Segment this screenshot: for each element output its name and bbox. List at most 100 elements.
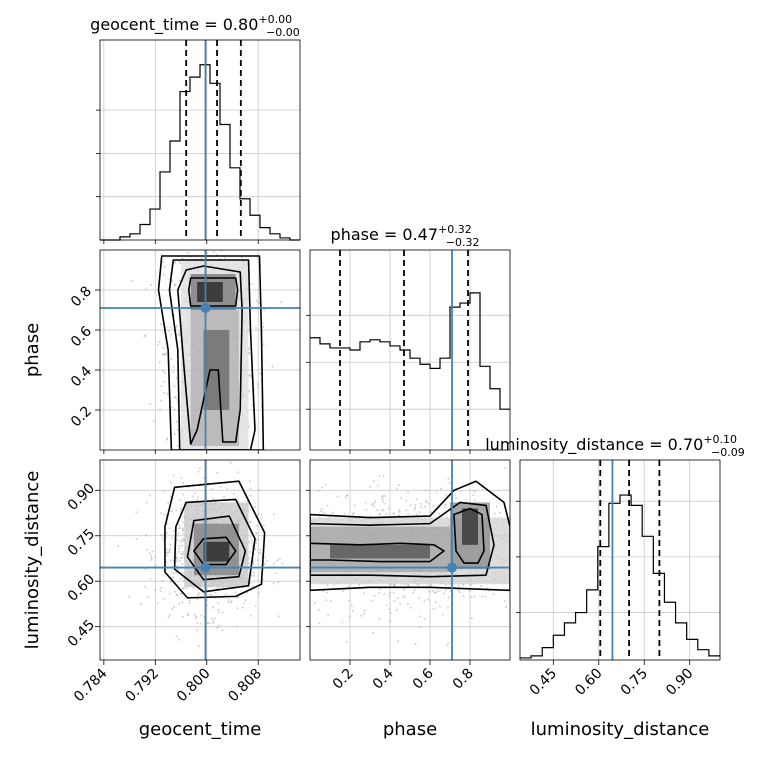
scatter-point bbox=[209, 593, 212, 596]
scatter-point bbox=[363, 609, 366, 612]
scatter-point bbox=[176, 324, 179, 327]
scatter-point bbox=[414, 503, 417, 506]
scatter-point bbox=[248, 541, 251, 544]
scatter-point bbox=[573, 575, 575, 577]
scatter-point bbox=[318, 622, 321, 625]
scatter-point bbox=[173, 385, 176, 388]
hist-title-luminosity_distance: luminosity_distance = 0.70+0.10 −0.09 bbox=[485, 433, 745, 459]
scatter-point bbox=[159, 533, 162, 536]
scatter-point bbox=[258, 551, 261, 554]
scatter-point bbox=[181, 527, 184, 530]
scatter-point bbox=[260, 405, 263, 408]
scatter-point bbox=[162, 380, 165, 383]
scatter-point bbox=[169, 559, 172, 562]
scatter-point bbox=[532, 569, 534, 571]
scatter-point bbox=[290, 442, 292, 444]
scatter-point bbox=[278, 615, 281, 618]
scatter-point bbox=[373, 500, 376, 503]
scatter-point bbox=[199, 246, 201, 248]
scatter-point bbox=[216, 471, 219, 474]
scatter-point bbox=[424, 505, 427, 508]
scatter-point bbox=[177, 532, 180, 535]
scatter-point bbox=[326, 504, 329, 507]
scatter-point bbox=[149, 403, 152, 406]
scatter-point bbox=[378, 513, 381, 516]
scatter-point bbox=[469, 583, 472, 586]
scatter-point bbox=[198, 236, 200, 238]
contour-line bbox=[157, 255, 265, 450]
scatter-point bbox=[178, 261, 181, 264]
scatter-point bbox=[166, 438, 169, 441]
scatter-point bbox=[190, 214, 192, 216]
scatter-point bbox=[176, 558, 179, 561]
scatter-point bbox=[423, 617, 426, 620]
scatter-point bbox=[163, 266, 166, 269]
scatter-point bbox=[480, 585, 483, 588]
scatter-point bbox=[232, 492, 235, 495]
scatter-point bbox=[257, 301, 260, 304]
scatter-point bbox=[265, 533, 267, 535]
scatter-point bbox=[156, 602, 159, 605]
scatter-point bbox=[278, 558, 281, 561]
scatter-point bbox=[197, 645, 200, 648]
scatter-point bbox=[327, 614, 330, 617]
scatter-point bbox=[253, 571, 256, 574]
scatter-point bbox=[270, 538, 272, 540]
scatter-point bbox=[373, 505, 376, 508]
scatter-point bbox=[427, 502, 430, 505]
scatter-point bbox=[350, 604, 353, 607]
scatter-point bbox=[182, 539, 185, 542]
scatter-point bbox=[248, 374, 251, 377]
scatter-point bbox=[252, 562, 255, 565]
scatter-point bbox=[181, 601, 184, 604]
hist-frame bbox=[99, 39, 301, 241]
scatter-point bbox=[252, 560, 255, 563]
scatter-point bbox=[253, 505, 256, 508]
scatter-point bbox=[230, 599, 233, 602]
scatter-point bbox=[173, 396, 176, 399]
scatter-point bbox=[175, 560, 178, 563]
scatter-point bbox=[172, 474, 175, 477]
scatter-point bbox=[139, 602, 142, 605]
scatter-point bbox=[438, 605, 441, 608]
scatter-point bbox=[235, 464, 237, 466]
scatter-point bbox=[178, 603, 181, 606]
scatter-point bbox=[558, 552, 560, 554]
scatter-point bbox=[244, 599, 247, 602]
scatter-point bbox=[163, 597, 166, 600]
scatter-point bbox=[273, 553, 275, 555]
scatter-point bbox=[178, 545, 181, 548]
scatter-point bbox=[162, 490, 165, 493]
scatter-point bbox=[250, 542, 253, 545]
scatter-point bbox=[444, 503, 447, 506]
scatter-point bbox=[259, 549, 262, 552]
scatter-point bbox=[249, 520, 252, 523]
scatter-point bbox=[515, 527, 517, 529]
scatter-point bbox=[167, 551, 170, 554]
x-tick-label: 0.90 bbox=[663, 666, 696, 699]
scatter-point bbox=[167, 616, 170, 619]
scatter-point bbox=[399, 602, 402, 605]
scatter-point bbox=[558, 568, 560, 570]
scatter-point bbox=[208, 213, 210, 215]
scatter-point bbox=[172, 559, 175, 562]
x-tick-label: 0.75 bbox=[618, 666, 651, 699]
scatter-point bbox=[430, 511, 433, 514]
scatter-point bbox=[254, 326, 257, 329]
scatter-point bbox=[498, 511, 501, 514]
scatter-point bbox=[385, 512, 388, 515]
scatter-point bbox=[396, 487, 399, 490]
scatter-point bbox=[181, 556, 184, 559]
scatter-point bbox=[263, 503, 265, 505]
y-tick-label: 0.75 bbox=[65, 526, 98, 559]
scatter-point bbox=[513, 602, 515, 604]
scatter-point bbox=[194, 233, 196, 235]
scatter-point bbox=[160, 385, 163, 388]
scatter-point bbox=[195, 199, 197, 201]
scatter-point bbox=[229, 473, 231, 475]
scatter-point bbox=[418, 615, 421, 618]
scatter-point bbox=[322, 590, 325, 593]
scatter-point bbox=[177, 444, 180, 447]
scatter-point bbox=[402, 595, 405, 598]
scatter-point bbox=[186, 614, 189, 617]
